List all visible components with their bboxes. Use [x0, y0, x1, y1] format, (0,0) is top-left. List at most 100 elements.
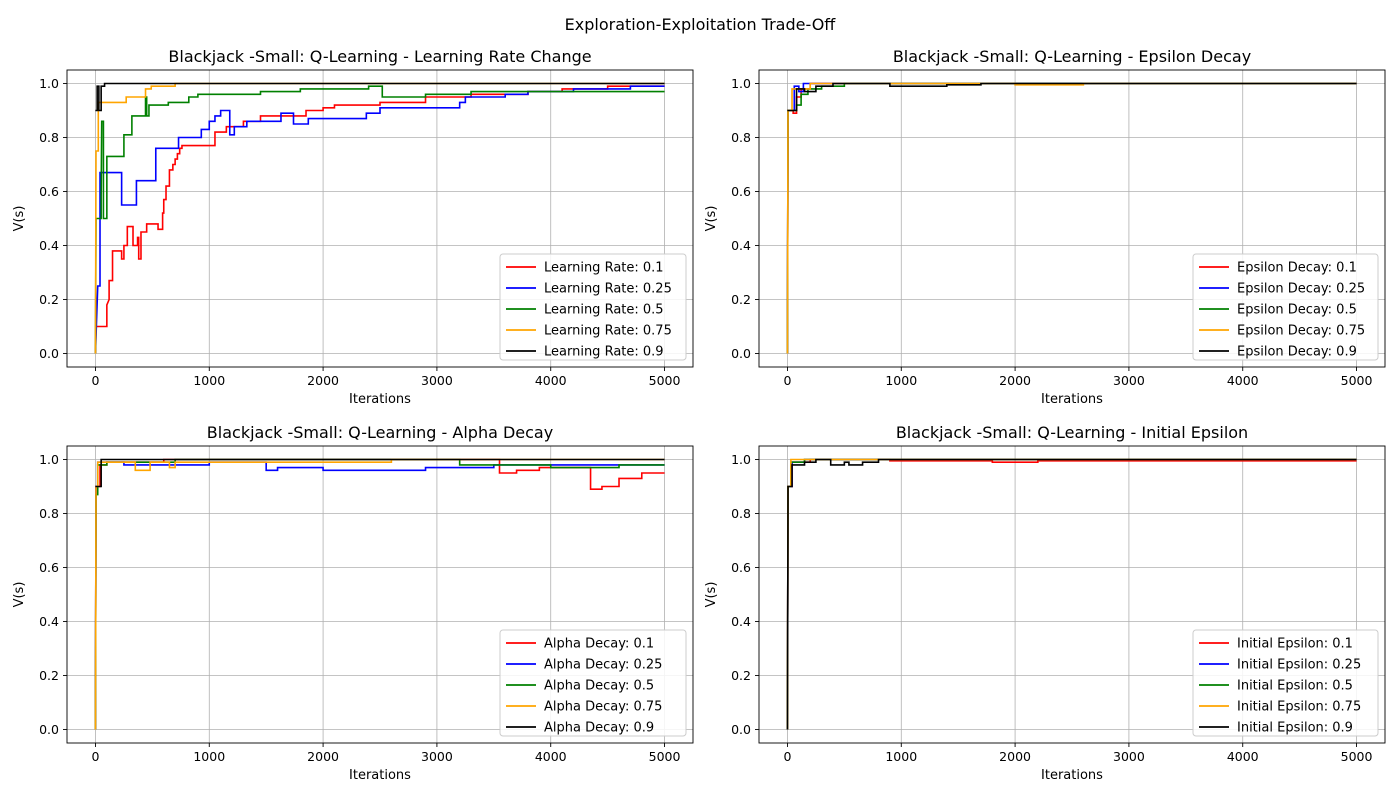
- legend: Epsilon Decay: 0.1 Epsilon Decay: 0.25 Eps…: [1192, 253, 1379, 361]
- y-tick-label: 1.0: [731, 76, 751, 91]
- legend-label: Epsilon Decay: 0.25: [1237, 282, 1365, 297]
- figure-suptitle: Exploration-Exploitation Trade-Off: [565, 15, 837, 34]
- y-tick-label: 0.6: [39, 184, 59, 199]
- x-tick-label: 5000: [1341, 749, 1373, 764]
- y-tick-label: 0.4: [39, 614, 59, 629]
- x-tick-label: 2000: [307, 749, 339, 764]
- series-line-3: [94, 85, 665, 354]
- x-tick-label: 2000: [999, 373, 1031, 388]
- y-axis-label: V(s): [12, 206, 27, 232]
- legend-label: Alpha Decay: 0.9: [544, 721, 654, 736]
- legend-label: Initial Epsilon: 0.25: [1237, 658, 1361, 673]
- x-tick-label: 3000: [1113, 749, 1145, 764]
- x-axis-label: Iterations: [1041, 768, 1103, 783]
- x-tick-label: 1000: [885, 373, 917, 388]
- legend-box: [1192, 629, 1379, 737]
- legend-label: Learning Rate: 0.1: [544, 261, 664, 276]
- x-tick-label: 2000: [999, 749, 1031, 764]
- legend-label: Learning Rate: 0.75: [544, 324, 672, 339]
- y-axis-label: V(s): [704, 582, 719, 608]
- chart-panel-2: Blackjack -Small: Q-Learning - Epsilon D…: [704, 47, 1386, 407]
- legend-label: Initial Epsilon: 0.9: [1237, 721, 1353, 736]
- y-tick-label: 0.8: [39, 506, 59, 521]
- y-tick-label: 1.0: [39, 76, 59, 91]
- x-tick-label: 5000: [1341, 373, 1373, 388]
- chart-title: Blackjack -Small: Q-Learning - Learning …: [168, 47, 591, 66]
- y-tick-label: 0.2: [731, 668, 751, 683]
- legend-label: Epsilon Decay: 0.1: [1237, 261, 1357, 276]
- legend-label: Initial Epsilon: 0.5: [1237, 679, 1353, 694]
- y-tick-label: 0.6: [39, 560, 59, 575]
- legend-label: Epsilon Decay: 0.9: [1237, 345, 1357, 360]
- series-line-4: [94, 458, 665, 730]
- x-tick-label: 4000: [535, 373, 567, 388]
- legend-box: [499, 253, 687, 361]
- x-axis-label: Iterations: [349, 768, 411, 783]
- series-line-2: [94, 85, 665, 354]
- chart-panel-4: Blackjack -Small: Q-Learning - Initial E…: [704, 423, 1386, 783]
- legend-label: Initial Epsilon: 0.75: [1237, 700, 1361, 715]
- legend-label: Initial Epsilon: 0.1: [1237, 637, 1353, 652]
- chart-panel-3: Blackjack -Small: Q-Learning - Alpha Dec…: [12, 423, 694, 783]
- legend-label: Epsilon Decay: 0.5: [1237, 303, 1357, 318]
- series-line-4: [94, 82, 665, 354]
- legend: Initial Epsilon: 0.1 Initial Epsilon: 0.2…: [1192, 629, 1379, 737]
- series-line-5: [786, 458, 1357, 730]
- y-tick-label: 0.8: [731, 506, 751, 521]
- x-tick-label: 0: [783, 749, 791, 764]
- series-line-5: [787, 82, 1357, 112]
- x-tick-label: 0: [91, 749, 99, 764]
- legend-label: Epsilon Decay: 0.75: [1237, 324, 1365, 339]
- legend-label: Alpha Decay: 0.25: [544, 658, 662, 673]
- x-tick-label: 3000: [1113, 373, 1145, 388]
- x-tick-label: 1000: [885, 749, 917, 764]
- axes-frame: [66, 69, 694, 368]
- series-line-5: [95, 82, 665, 112]
- chart-title: Blackjack -Small: Q-Learning - Alpha Dec…: [207, 423, 553, 442]
- y-tick-label: 0.2: [731, 292, 751, 307]
- x-tick-label: 3000: [421, 373, 453, 388]
- x-tick-label: 5000: [649, 749, 681, 764]
- chart-title: Blackjack -Small: Q-Learning - Initial E…: [896, 423, 1248, 442]
- x-axis-label: Iterations: [1041, 392, 1103, 407]
- y-tick-label: 0.0: [39, 346, 59, 361]
- y-tick-label: 0.8: [731, 130, 751, 145]
- x-tick-label: 1000: [193, 749, 225, 764]
- series-line-1: [94, 85, 665, 354]
- x-tick-label: 5000: [649, 373, 681, 388]
- y-tick-label: 0.0: [731, 346, 751, 361]
- legend-label: Learning Rate: 0.5: [544, 303, 664, 318]
- legend: Alpha Decay: 0.1 Alpha Decay: 0.25 Alpha D…: [499, 629, 687, 737]
- chart-title: Blackjack -Small: Q-Learning - Epsilon D…: [893, 47, 1251, 66]
- axes-frame: [758, 445, 1386, 744]
- axes-frame: [66, 445, 694, 744]
- legend-box: [499, 629, 687, 737]
- y-axis-label: V(s): [704, 206, 719, 232]
- legend-label: Alpha Decay: 0.75: [544, 700, 662, 715]
- x-tick-label: 3000: [421, 749, 453, 764]
- y-tick-label: 1.0: [39, 452, 59, 467]
- x-tick-label: 2000: [307, 373, 339, 388]
- legend-label: Learning Rate: 0.9: [544, 345, 664, 360]
- y-tick-label: 0.6: [731, 184, 751, 199]
- charts-layer: Blackjack -Small: Q-Learning - Learning …: [12, 47, 1386, 783]
- series-line-5: [95, 458, 665, 488]
- legend-label: Alpha Decay: 0.1: [544, 637, 654, 652]
- legend: Learning Rate: 0.1 Learning Rate: 0.25 Lea…: [499, 253, 687, 361]
- x-tick-label: 4000: [1227, 749, 1259, 764]
- y-tick-label: 0.0: [39, 722, 59, 737]
- x-tick-label: 4000: [1227, 373, 1259, 388]
- y-tick-label: 0.6: [731, 560, 751, 575]
- x-tick-label: 0: [783, 373, 791, 388]
- y-tick-label: 0.2: [39, 668, 59, 683]
- x-tick-label: 1000: [193, 373, 225, 388]
- y-axis-label: V(s): [12, 582, 27, 608]
- y-tick-label: 1.0: [731, 452, 751, 467]
- y-tick-label: 0.2: [39, 292, 59, 307]
- legend-label: Alpha Decay: 0.5: [544, 679, 654, 694]
- y-tick-label: 0.4: [731, 614, 751, 629]
- x-tick-label: 0: [91, 373, 99, 388]
- y-tick-label: 0.8: [39, 130, 59, 145]
